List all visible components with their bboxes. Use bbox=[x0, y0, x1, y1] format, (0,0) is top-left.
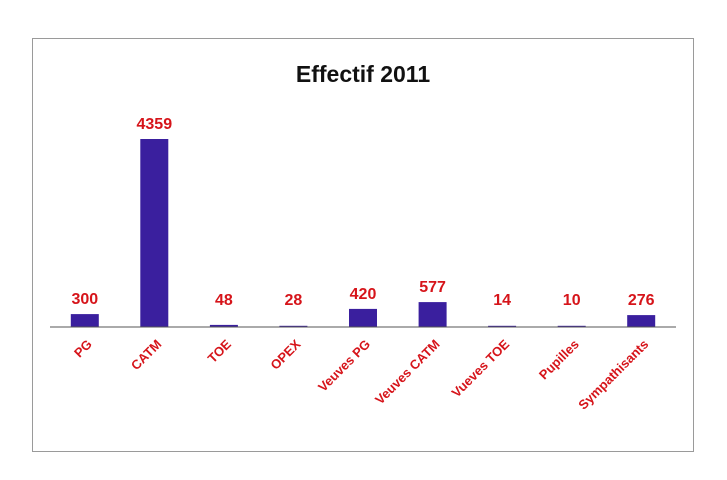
bar-pupilles bbox=[557, 325, 586, 327]
category-label: Sympathisants bbox=[575, 337, 651, 413]
bar-vueves-toe bbox=[488, 325, 517, 327]
bar-sympathisants bbox=[627, 315, 656, 327]
bar-pg bbox=[70, 314, 99, 327]
bar-toe bbox=[209, 324, 238, 327]
value-label: 577 bbox=[419, 279, 446, 296]
value-label: 14 bbox=[493, 292, 511, 309]
value-label: 4359 bbox=[137, 116, 173, 133]
bar-opex bbox=[279, 325, 308, 327]
bars-group bbox=[70, 139, 656, 327]
value-labels-group: 300 4359 48 28 420 577 14 10 276 bbox=[71, 116, 654, 309]
value-label: 48 bbox=[215, 292, 233, 309]
value-label: 28 bbox=[285, 292, 303, 309]
category-label: Veuves PG bbox=[315, 337, 373, 395]
value-label: 420 bbox=[350, 286, 377, 303]
chart-title: Effectif 2011 bbox=[296, 61, 430, 87]
category-label: CATM bbox=[128, 337, 164, 373]
bar-catm bbox=[140, 139, 169, 327]
value-label: 10 bbox=[563, 292, 581, 309]
category-label: TOE bbox=[205, 336, 235, 366]
bar-veuves-catm bbox=[418, 302, 447, 327]
value-label: 300 bbox=[71, 291, 98, 308]
category-label: OPEX bbox=[267, 336, 303, 372]
category-label: Pupilles bbox=[536, 337, 582, 383]
category-label: Veuves CATM bbox=[372, 337, 443, 408]
category-label: Vueves TOE bbox=[448, 336, 512, 400]
category-label: PG bbox=[71, 337, 95, 361]
value-label: 276 bbox=[628, 292, 655, 309]
bar-veuves-pg bbox=[349, 308, 377, 327]
